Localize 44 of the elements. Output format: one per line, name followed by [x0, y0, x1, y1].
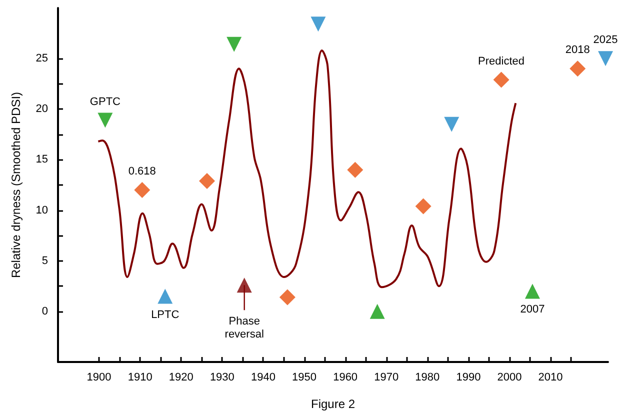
point — [415, 198, 432, 214]
point — [347, 162, 364, 178]
y-tick-label: 10 — [36, 204, 48, 216]
point — [226, 36, 242, 52]
annotation: GPTC — [90, 96, 121, 108]
x-tick-label: 2010 — [538, 372, 563, 384]
annotation: 2007 — [520, 304, 545, 316]
annotation: Phase reversal — [224, 316, 264, 341]
x-tick-label: 1970 — [374, 372, 399, 384]
x-tick-label: 1960 — [333, 372, 358, 384]
x-tick-label: 1990 — [456, 372, 481, 384]
point — [493, 72, 510, 88]
y-tick-label: 25 — [36, 52, 48, 65]
annotation: 2018 — [565, 44, 590, 56]
annotation: Predicted — [478, 55, 525, 68]
annotation: LPTC — [151, 308, 180, 321]
point — [134, 182, 150, 198]
x-tick-label: 1950 — [292, 372, 317, 384]
y-axis-title: Relative dryness (Smoothed PDSI) — [9, 92, 23, 278]
point — [444, 116, 460, 132]
point — [158, 288, 173, 304]
annotation: 2025 — [593, 34, 618, 46]
point — [524, 284, 540, 299]
point — [310, 16, 326, 32]
x-axis-title: Figure 2 — [310, 397, 356, 411]
point — [570, 60, 586, 77]
point — [198, 172, 215, 189]
x-tick-label: 1920 — [168, 372, 194, 384]
x-tick-label: 1940 — [250, 372, 276, 384]
y-tick-label: 15 — [36, 154, 48, 166]
point — [98, 112, 113, 128]
x-tick-label: 1910 — [128, 372, 152, 384]
y-tick-label: 0 — [42, 305, 48, 318]
x-tick-label: 2000 — [497, 372, 522, 384]
y-tick-label: 20 — [36, 103, 48, 116]
point — [236, 278, 252, 293]
point — [370, 304, 385, 319]
x-tick-label: 1930 — [210, 372, 234, 384]
x-tick-label: 1980 — [415, 372, 440, 384]
x-tick-label: 1900 — [86, 372, 112, 384]
point — [279, 289, 296, 306]
point — [598, 51, 614, 66]
annotation: 0.618 — [128, 166, 156, 178]
y-tick-label: 5 — [42, 254, 48, 267]
